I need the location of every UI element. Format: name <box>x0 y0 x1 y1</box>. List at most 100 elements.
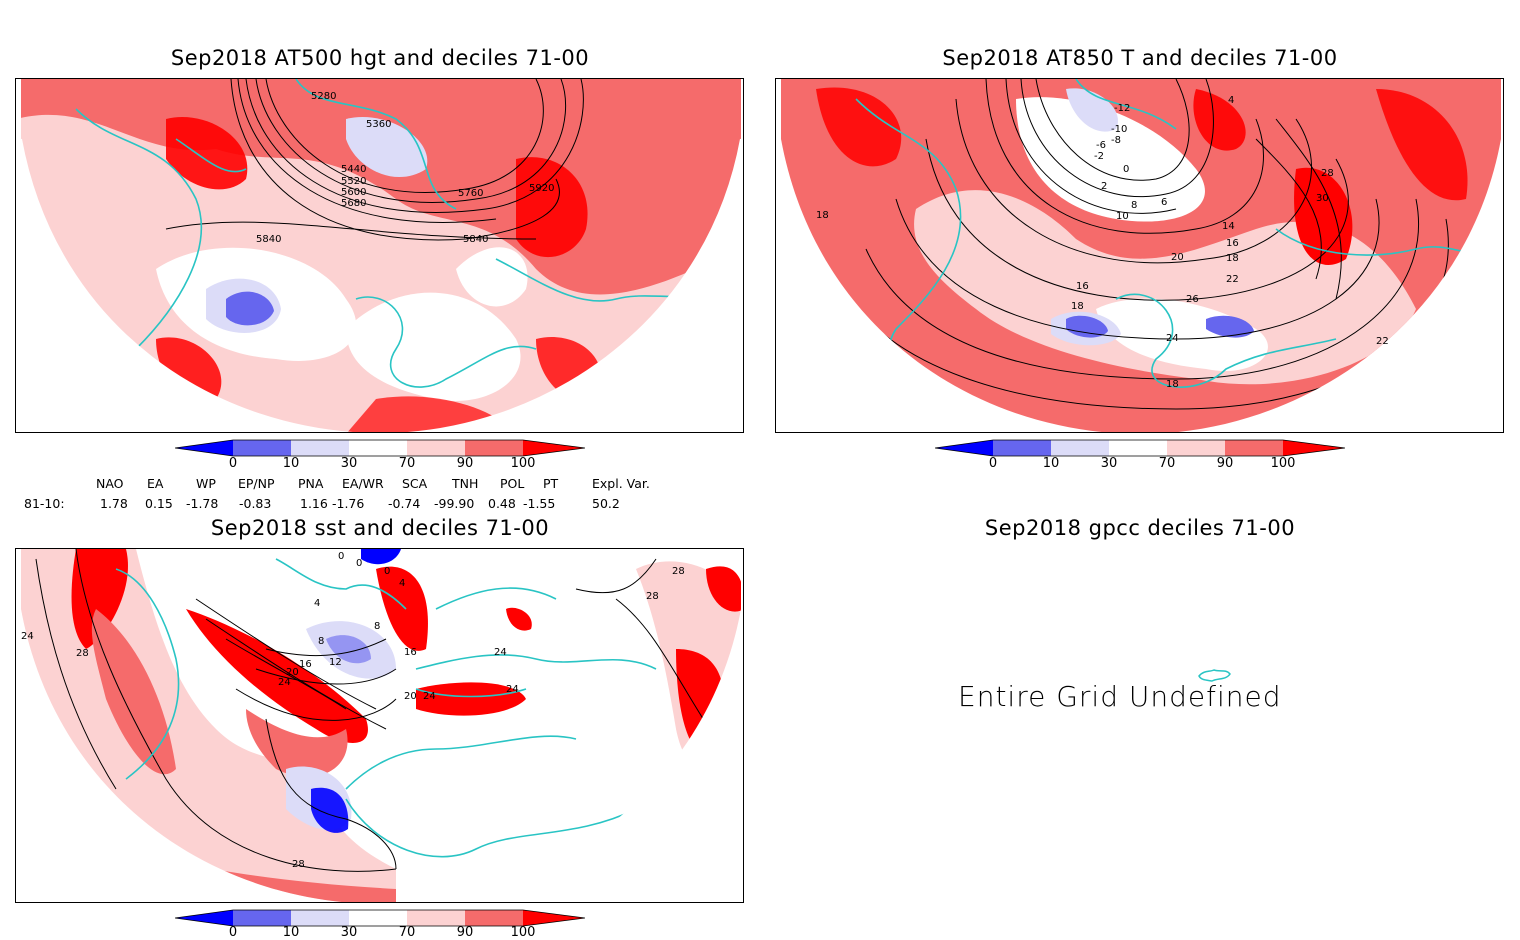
index-header: TNH <box>452 476 479 491</box>
p2-contour-label: 0 <box>1123 164 1129 175</box>
index-value: 1.78 <box>100 496 128 511</box>
index-value: 0.15 <box>145 496 173 511</box>
p2-contour-label: 26 <box>1186 294 1199 305</box>
p3-contour-label: 0 <box>384 566 390 577</box>
colorbar-2: 0 10 30 70 90 100 <box>934 438 1346 474</box>
panel3-svg: 0 0 0 4 4 8 8 12 16 16 20 24 24 24 28 28… <box>21 549 741 902</box>
p3-contour-label: 0 <box>338 551 344 562</box>
p3-contour-label: 24 <box>278 677 291 688</box>
colorbar-2-svg <box>934 439 1346 457</box>
index-header: WP <box>196 476 216 491</box>
p3-contour-label: 24 <box>21 631 34 642</box>
index-value: -99.90 <box>434 496 475 511</box>
p3-contour-label: 4 <box>314 598 320 609</box>
p2-contour-label: 22 <box>1376 336 1389 347</box>
index-header: NAO <box>96 476 124 491</box>
p3-contour-label: 24 <box>506 684 519 695</box>
colorbar-tick: 30 <box>340 925 358 940</box>
colorbar-tick: 90 <box>456 456 474 471</box>
index-header: Expl. Var. <box>592 476 650 491</box>
p2-contour-label: 24 <box>1166 333 1179 344</box>
colorbar-tick: 30 <box>340 456 358 471</box>
p3-contour-label: 24 <box>423 691 436 702</box>
colorbar-tick: 10 <box>1042 456 1060 471</box>
colorbar-tick: 0 <box>228 456 238 471</box>
colorbar-tick: 0 <box>988 456 998 471</box>
index-row-label: 81-10: <box>24 496 65 511</box>
p2-contour-label: -2 <box>1094 151 1104 162</box>
p1-contour-label: 5840 <box>256 234 281 245</box>
p2-contour-label: 6 <box>1161 197 1167 208</box>
index-header: PNA <box>298 476 324 491</box>
index-header: EA <box>147 476 164 491</box>
p2-contour-label: 14 <box>1222 221 1235 232</box>
p3-contour-label: 20 <box>404 691 417 702</box>
p3-contour-label: 12 <box>329 657 342 668</box>
index-value: 0.48 <box>488 496 516 511</box>
p3-contour-label: 4 <box>399 578 405 589</box>
index-header: POL <box>500 476 525 491</box>
colorbar-3: 0 10 30 70 90 100 <box>174 908 586 940</box>
index-value: -1.78 <box>186 496 219 511</box>
panel4-title: Sep2018 gpcc deciles 71-00 <box>984 516 1296 540</box>
p3-contour-label: 0 <box>356 558 362 569</box>
p2-contour-label: -10 <box>1111 124 1127 135</box>
p2-contour-label: 18 <box>1071 301 1084 312</box>
p3-contour-label: 28 <box>76 648 89 659</box>
p2-contour-label: 10 <box>1116 211 1129 222</box>
panel3-title: Sep2018 sst and deciles 71-00 <box>210 516 550 540</box>
p3-contour-label: 16 <box>299 659 312 670</box>
p3-contour-label: 28 <box>672 566 685 577</box>
p1-contour-label: 5440 <box>341 164 366 175</box>
p2-contour-label: 28 <box>1321 168 1334 179</box>
p1-contour-label: 5600 <box>341 187 366 198</box>
colorbar-tick: 100 <box>1270 456 1296 471</box>
p2-contour-label: 18 <box>1166 379 1179 390</box>
colorbar-tick: 30 <box>1100 456 1118 471</box>
colorbar-tick: 90 <box>456 925 474 940</box>
p2-contour-label: 20 <box>1171 252 1184 263</box>
colorbar-tick: 10 <box>282 456 300 471</box>
panel2-title: Sep2018 AT850 T and deciles 71-00 <box>942 46 1338 70</box>
panel4-island-icon <box>1198 669 1231 682</box>
index-value: -1.55 <box>523 496 556 511</box>
colorbar-tick: 70 <box>398 456 416 471</box>
p2-contour-label: -12 <box>1114 103 1130 114</box>
p1-contour-label: 5760 <box>458 188 483 199</box>
colorbar-tick: 90 <box>1216 456 1234 471</box>
index-value: -1.76 <box>332 496 365 511</box>
colorbar-tick: 0 <box>228 925 238 940</box>
panel2-map: -12 -10 -8 -6 -2 0 2 4 6 8 10 14 16 18 2… <box>775 78 1504 433</box>
panel1-map: 5280 5360 5440 5520 5600 5680 5760 5840 … <box>15 78 744 433</box>
index-value: 50.2 <box>592 496 620 511</box>
p1-contour-label: 5280 <box>311 91 336 102</box>
panel1-svg: 5280 5360 5440 5520 5600 5680 5760 5840 … <box>20 79 742 432</box>
index-header: SCA <box>402 476 428 491</box>
p2-contour-label: 2 <box>1101 181 1107 192</box>
colorbar-tick: 70 <box>1158 456 1176 471</box>
undefined-grid-message: Entire Grid Undefined <box>958 680 1282 713</box>
colorbar-tick: 70 <box>398 925 416 940</box>
p2-contour-label: 16 <box>1076 281 1089 292</box>
colorbar-3-svg <box>174 909 586 927</box>
index-value: 1.16 <box>300 496 328 511</box>
p2-contour-label: 8 <box>1131 200 1137 211</box>
index-header: EA/WR <box>342 476 384 491</box>
p3-contour-label: 24 <box>494 647 507 658</box>
p2-contour-label: -6 <box>1096 140 1106 151</box>
p1-contour-label: 5840 <box>463 234 488 245</box>
colorbar-1-svg <box>174 439 586 457</box>
p3-contour-label: 8 <box>374 621 380 632</box>
colorbar-tick: 100 <box>510 925 536 940</box>
p3-contour-label: 16 <box>404 647 417 658</box>
p2-contour-label: 30 <box>1316 193 1329 204</box>
p2-contour-label: -8 <box>1111 135 1121 146</box>
p3-contour-label: 28 <box>292 859 305 870</box>
p3-contour-label: 20 <box>286 667 299 678</box>
p1-contour-label: 5520 <box>341 176 366 187</box>
index-value: -0.74 <box>388 496 421 511</box>
p2-contour-label: 18 <box>1226 253 1239 264</box>
p3-contour-label: 28 <box>646 591 659 602</box>
colorbar-tick: 10 <box>282 925 300 940</box>
index-header: PT <box>543 476 559 491</box>
